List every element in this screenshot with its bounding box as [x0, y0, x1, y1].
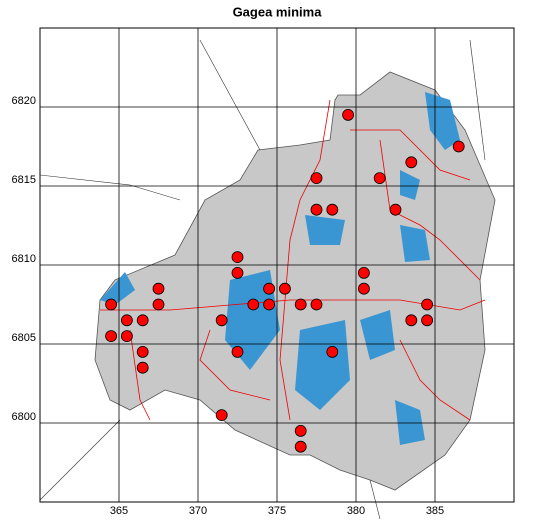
- x-tick-label: 385: [426, 505, 444, 517]
- occurrence-point: [357, 266, 370, 279]
- occurrence-point: [389, 203, 402, 216]
- occurrence-point: [231, 266, 244, 279]
- occurrence-point: [136, 345, 149, 358]
- occurrence-point: [405, 156, 418, 169]
- y-tick-label: 6815: [12, 174, 36, 186]
- occurrence-point: [105, 298, 117, 311]
- occurrence-point: [263, 282, 276, 295]
- x-tick-label: 380: [347, 505, 365, 517]
- occurrence-point: [294, 440, 307, 453]
- base-map: [39, 39, 496, 520]
- occurrence-point: [373, 172, 386, 185]
- occurrence-point: [342, 109, 355, 121]
- occurrence-point: [357, 282, 370, 295]
- occurrence-point: [405, 314, 418, 327]
- x-tick-label: 370: [189, 505, 207, 517]
- region: [94, 71, 496, 491]
- occurrence-point: [136, 361, 149, 374]
- occurrence-point: [421, 314, 434, 327]
- occurrence-point: [326, 345, 339, 358]
- occurrence-point: [294, 298, 307, 311]
- y-tick-label: 6805: [12, 332, 36, 344]
- lakes: [100, 92, 460, 445]
- occurrence-point: [326, 203, 339, 216]
- map-title: Gagea minima: [233, 4, 323, 19]
- occurrence-point: [310, 298, 323, 311]
- occurrence-point: [452, 140, 465, 153]
- occurrence-point: [136, 314, 149, 327]
- y-tick-label: 6820: [12, 95, 36, 107]
- x-tick-label: 365: [110, 505, 128, 517]
- occurrence-point: [263, 298, 276, 311]
- x-tick-label: 375: [268, 505, 286, 517]
- occurrence-point: [215, 409, 228, 422]
- occurrence-point: [121, 330, 133, 343]
- occurrence-point: [105, 330, 117, 343]
- occurrence-point: [421, 298, 434, 311]
- occurrence-point: [310, 172, 323, 185]
- occurrence-point: [121, 314, 133, 327]
- occurrence-point: [215, 314, 228, 327]
- occurrence-point: [152, 298, 165, 311]
- occurrence-point: [231, 345, 244, 358]
- occurrence-point: [278, 282, 291, 295]
- y-tick-label: 6810: [12, 253, 36, 265]
- roads: [39, 39, 486, 520]
- occurrence-point: [231, 251, 244, 264]
- occurrence-point: [310, 203, 323, 216]
- occurrence-point: [152, 282, 165, 295]
- occurrence-point: [247, 298, 260, 311]
- occurrence-point: [294, 424, 307, 437]
- y-tick-label: 6800: [12, 411, 36, 423]
